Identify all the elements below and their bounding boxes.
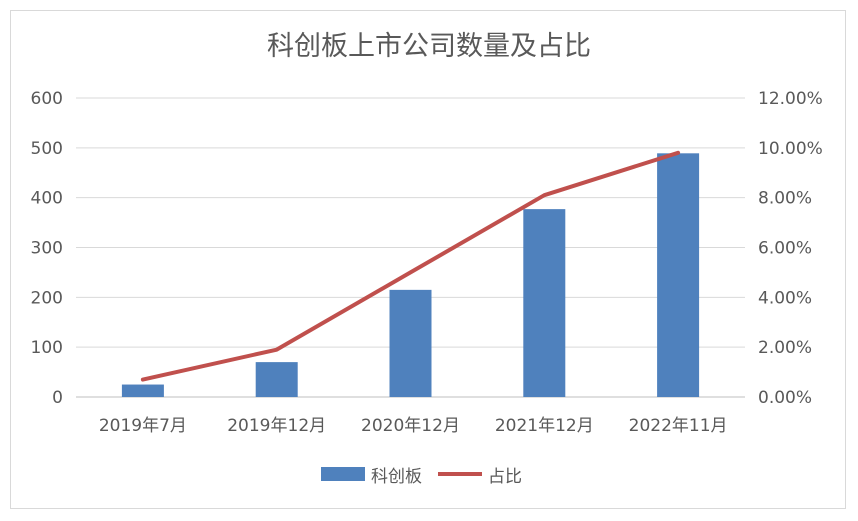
left-tick-label: 500 — [31, 139, 63, 159]
x-tick-label: 2019年12月 — [227, 416, 326, 436]
right-axis-ticks: 0.00% 2.00% 4.00% 6.00% 8.00% 10.00% 12.00% — [758, 89, 823, 408]
chart-title: 科创板上市公司数量及占比 — [267, 31, 591, 62]
legend: 科创板 占比 — [321, 467, 522, 487]
left-axis-ticks: 0 100 200 300 400 500 600 — [31, 89, 63, 408]
legend-bar-swatch — [321, 467, 365, 481]
right-tick-label: 6.00% — [758, 239, 812, 259]
line-series — [140, 150, 681, 382]
x-tick-label: 2021年12月 — [495, 416, 594, 436]
x-tick-label: 2022年11月 — [629, 416, 728, 436]
right-tick-label: 12.00% — [758, 89, 823, 109]
legend-bar-label: 科创板 — [371, 467, 422, 487]
bar — [255, 362, 298, 397]
right-tick-label: 0.00% — [758, 388, 812, 408]
left-tick-label: 200 — [31, 288, 63, 308]
x-tick-label: 2020年12月 — [361, 416, 460, 436]
bar-series — [121, 153, 700, 397]
right-tick-label: 10.00% — [758, 139, 823, 159]
left-tick-label: 100 — [31, 338, 63, 358]
left-tick-label: 300 — [31, 239, 63, 259]
bar — [121, 384, 164, 397]
left-tick-label: 400 — [31, 189, 63, 209]
chart-frame — [10, 10, 846, 509]
line-path — [140, 150, 681, 382]
left-tick-label: 600 — [31, 89, 63, 109]
right-tick-label: 4.00% — [758, 288, 812, 308]
right-tick-label: 2.00% — [758, 338, 812, 358]
bar — [523, 209, 566, 397]
x-tick-label: 2019年7月 — [99, 416, 187, 436]
left-tick-label: 0 — [52, 388, 63, 408]
bar — [389, 289, 432, 397]
bar — [657, 153, 700, 397]
right-tick-label: 8.00% — [758, 189, 812, 209]
gridlines — [76, 97, 745, 398]
legend-line-label: 占比 — [488, 467, 522, 487]
x-axis-ticks: 2019年7月 2019年12月 2020年12月 2021年12月 2022年11月 — [99, 416, 728, 436]
